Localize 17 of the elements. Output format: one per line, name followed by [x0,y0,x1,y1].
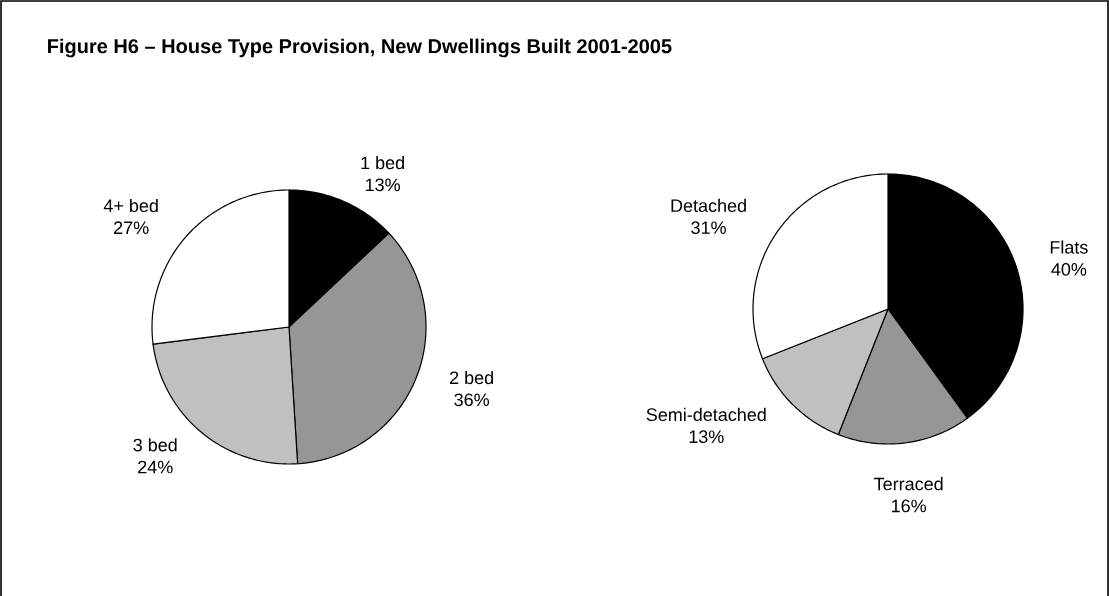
data-label: 13% [365,178,400,192]
data-label: 27% [114,221,149,235]
slice-label: Terraced [874,477,943,491]
slice-label: Semi-detached [646,407,766,422]
slice-label: Detached [671,198,746,213]
data-label: 16% [892,499,927,513]
slice-label: 2 bed [450,370,493,385]
data-label: 40% [1051,262,1087,276]
slice-label: 3 bed [133,438,177,452]
chart-title: Figure H6 – House Type Provision, New Dwellings Built 2001-2005 [48,38,672,58]
data-label: 31% [691,221,726,235]
slice-label: 4+ bed [103,198,158,213]
data-label: 24% [138,460,173,474]
data-label: 36% [454,393,490,407]
slice-label: Flats [1050,240,1088,254]
data-label: 13% [689,430,724,444]
slice-label: 1 bed [361,155,404,170]
